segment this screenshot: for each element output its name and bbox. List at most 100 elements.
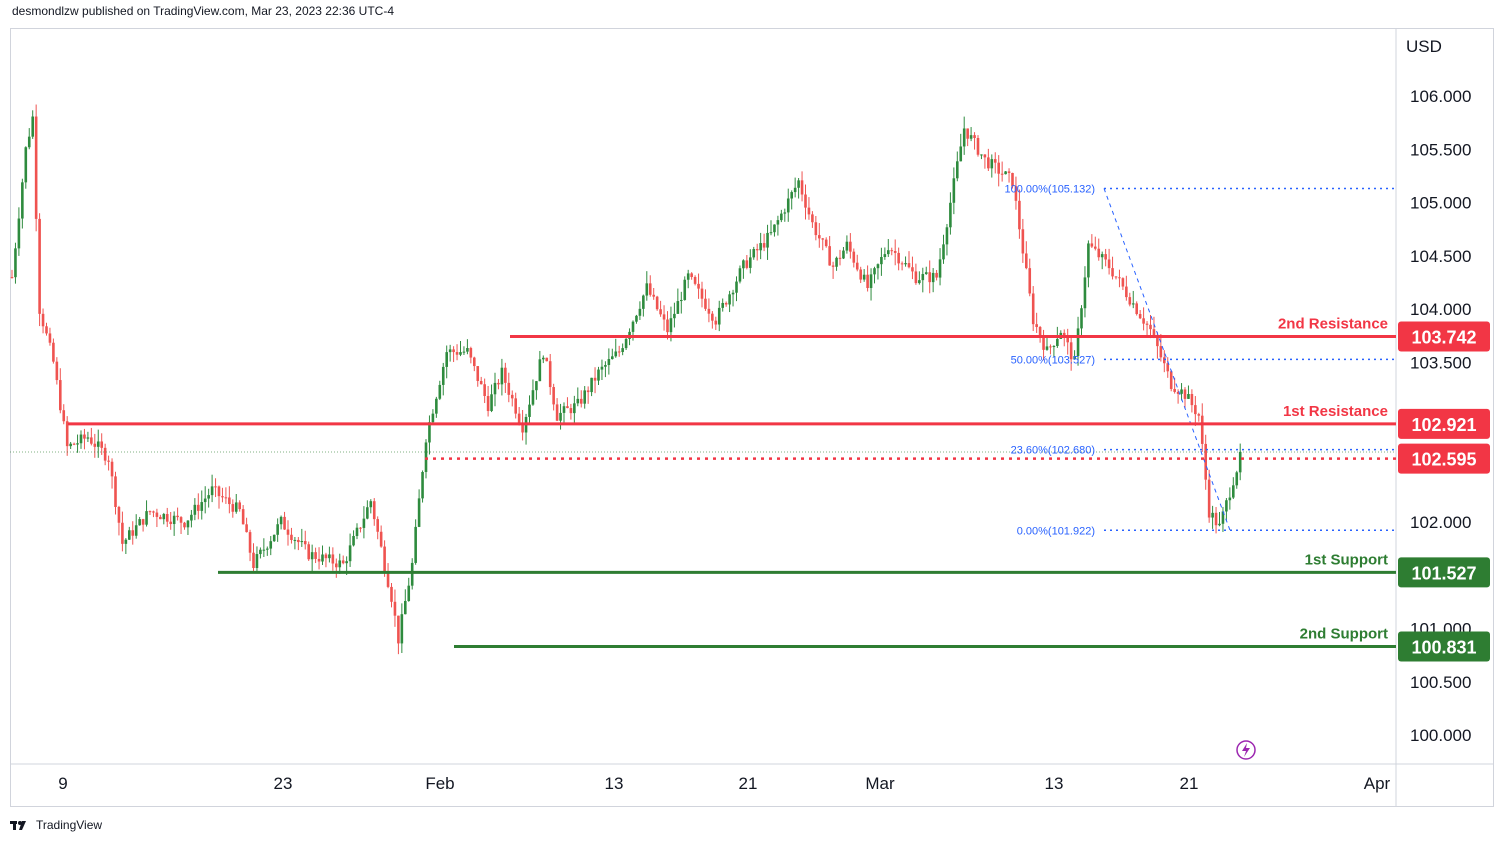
candle-body	[1166, 363, 1170, 372]
candle-body	[1200, 415, 1204, 444]
candle-body	[1080, 308, 1083, 329]
candle-body	[790, 192, 793, 199]
candle-body	[780, 213, 783, 221]
candle-body	[1062, 332, 1066, 337]
candle-body	[110, 461, 114, 477]
candle-body	[804, 194, 807, 208]
candle-body	[379, 531, 383, 547]
candle-body	[224, 497, 228, 499]
candle-body	[176, 515, 179, 518]
candle-body	[773, 224, 776, 233]
chart-frame	[10, 28, 1494, 807]
y-tick-label: 102.000	[1410, 513, 1471, 532]
candle-body	[769, 232, 773, 234]
candle-body	[873, 268, 876, 275]
candle-body	[697, 283, 700, 289]
candle-body	[234, 502, 238, 512]
candle-body	[1173, 388, 1176, 392]
candle-body	[1038, 327, 1042, 338]
candle-body	[1004, 171, 1007, 175]
resistance-price-tag	[1398, 408, 1490, 439]
candle-body	[759, 243, 762, 251]
candle-body	[717, 307, 721, 325]
candle-body	[931, 272, 935, 283]
candle-body	[890, 250, 894, 252]
candle-body	[221, 496, 224, 498]
candle-body	[59, 380, 62, 411]
candle-body	[141, 519, 145, 525]
candle-body	[452, 349, 455, 353]
candle-body	[145, 511, 148, 525]
candle-body	[435, 398, 438, 414]
candle-body	[41, 313, 45, 327]
candle-body	[797, 180, 800, 188]
candle-body	[949, 202, 952, 228]
candle-body	[34, 116, 38, 219]
x-tick-label: Apr	[1364, 774, 1391, 793]
candle-body	[897, 252, 900, 264]
candle-body	[314, 552, 317, 559]
candle-body	[818, 235, 821, 239]
candle-body	[1204, 443, 1207, 480]
candle-body	[590, 377, 593, 393]
candle-body	[79, 434, 83, 444]
candle-body	[272, 534, 276, 542]
support-price-tag	[1398, 557, 1490, 588]
candle-body	[386, 570, 390, 587]
candle-body	[341, 560, 345, 564]
candle-body	[673, 313, 676, 319]
candle-body	[55, 361, 59, 381]
candle-body	[935, 272, 938, 278]
candle-body	[228, 497, 231, 505]
candle-body	[552, 387, 555, 405]
candle-body	[283, 516, 286, 530]
candle-body	[155, 512, 159, 517]
candle-body	[535, 381, 538, 391]
candle-body	[876, 264, 880, 269]
candle-body	[762, 243, 766, 248]
candle-body	[372, 501, 376, 520]
candle-body	[338, 560, 342, 568]
candle-body	[248, 532, 252, 553]
candle-body	[1007, 171, 1011, 173]
candle-body	[190, 514, 193, 521]
candle-body	[103, 447, 107, 461]
lightning-icon[interactable]	[1236, 740, 1256, 760]
x-tick-label: Feb	[425, 774, 454, 793]
candle-body	[976, 138, 980, 155]
candle-body	[366, 507, 369, 519]
candle-body	[611, 356, 614, 360]
candle-body	[469, 348, 473, 358]
support-price-tag	[1398, 631, 1490, 662]
candle-body	[100, 441, 103, 448]
tradingview-footer[interactable]: TradingView	[10, 816, 102, 834]
candle-body	[293, 539, 297, 541]
candle-body	[1197, 414, 1201, 416]
candle-body	[404, 600, 407, 615]
candle-body	[124, 539, 128, 544]
candle-body	[504, 367, 507, 383]
candle-body	[607, 359, 611, 366]
candle-body	[686, 273, 690, 280]
support-level-name: 2nd Support	[1300, 625, 1388, 642]
candle-body	[942, 244, 945, 260]
candle-body	[445, 352, 448, 367]
candle-body	[134, 525, 138, 536]
candle-body	[614, 351, 618, 357]
candle-body	[755, 249, 759, 251]
resistance-level-name: 2nd Resistance	[1278, 315, 1388, 332]
candle-body	[1018, 200, 1021, 230]
candle-body	[542, 357, 545, 360]
candle-body	[321, 554, 324, 562]
candle-body	[1097, 248, 1101, 258]
candle-body	[259, 549, 262, 555]
candle-body	[921, 274, 925, 281]
candle-body	[793, 187, 797, 193]
candle-body	[576, 398, 580, 404]
candle-body	[172, 515, 176, 525]
candle-body	[749, 257, 752, 268]
candle-body	[1114, 276, 1118, 278]
current-price-tag-label: 102.595	[1411, 450, 1476, 470]
candle-body	[1014, 186, 1018, 201]
